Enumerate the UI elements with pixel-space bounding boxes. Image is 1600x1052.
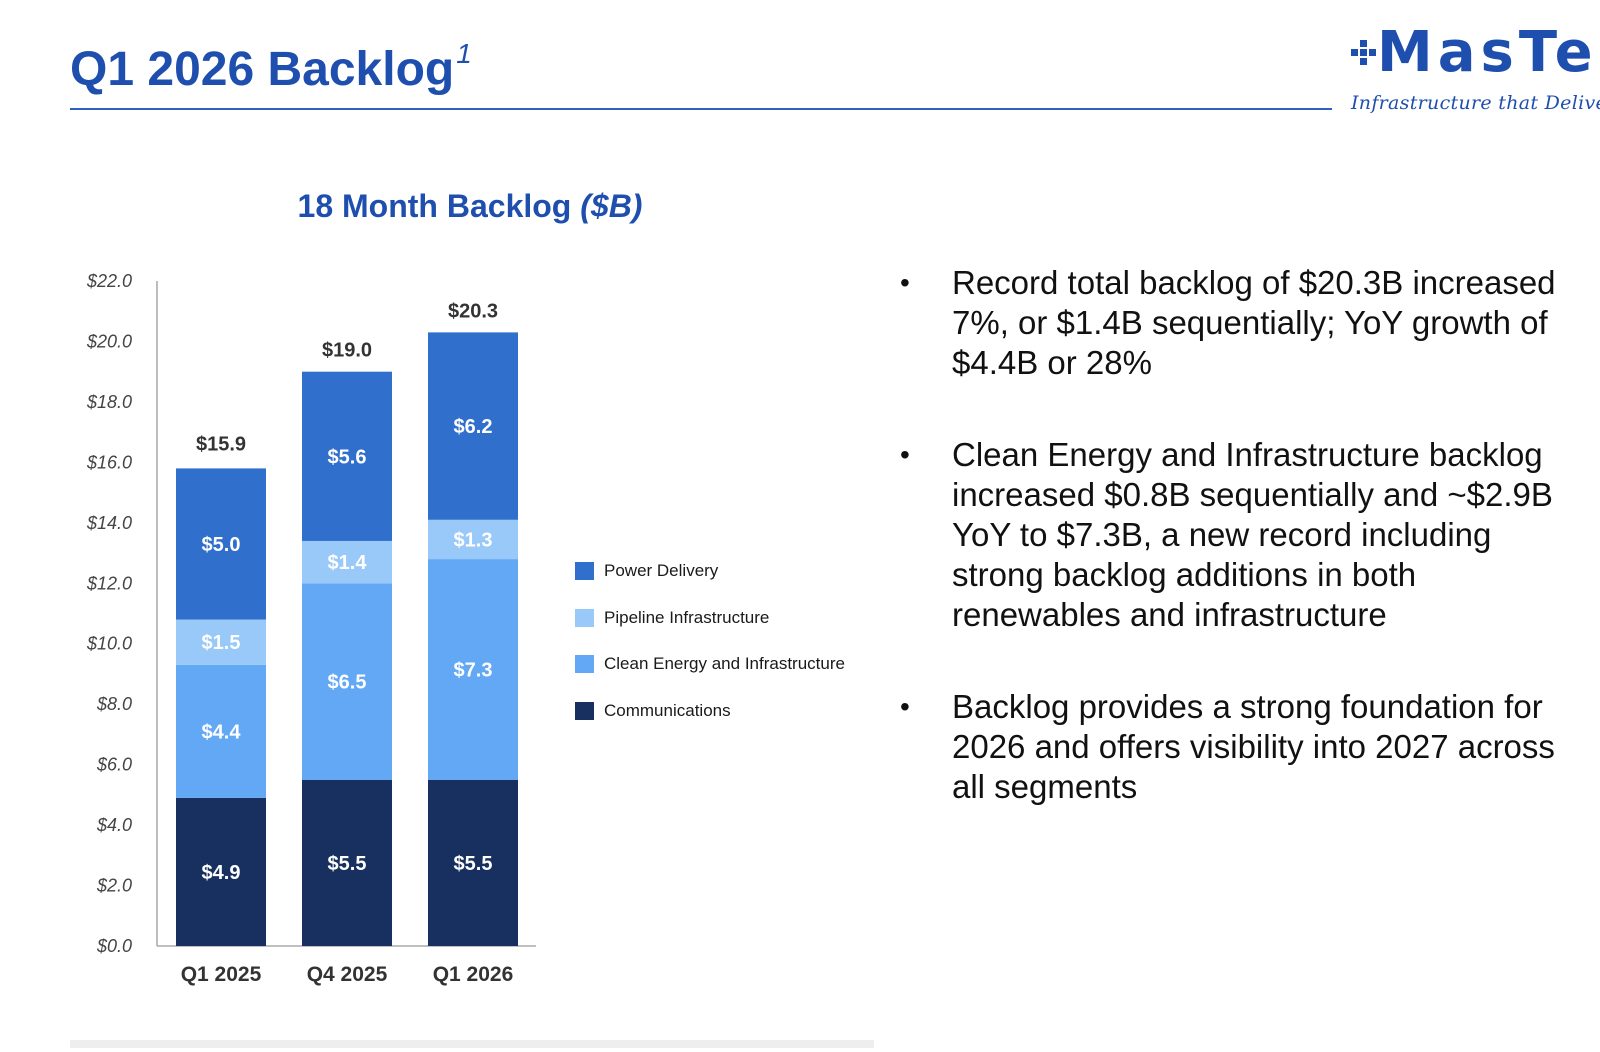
bar-segment xyxy=(302,779,392,946)
bar-segment xyxy=(428,779,518,946)
bar-total-label: $15.9 xyxy=(196,433,246,455)
bar-data-label: $5.6 xyxy=(328,446,367,468)
y-tick-label: $16.0 xyxy=(86,452,132,472)
y-tick-label: $14.0 xyxy=(86,513,132,533)
bar-data-label: $1.3 xyxy=(454,529,493,551)
y-tick-label: $18.0 xyxy=(86,392,132,412)
page-title-text: Q1 2026 Backlog xyxy=(70,43,455,96)
bar-segment xyxy=(302,540,392,584)
logo-wordmark: MasTec xyxy=(1377,20,1600,85)
bar-segment xyxy=(176,664,266,798)
x-tick-label: Q1 2026 xyxy=(433,963,514,986)
company-logo: MasTec Infrastructure that Delivers xyxy=(1345,20,1600,120)
legend-label: Communications xyxy=(604,700,731,720)
footer-bar xyxy=(70,1040,874,1048)
bar-segment xyxy=(176,797,266,946)
bar-segment xyxy=(176,619,266,665)
bar-segment xyxy=(428,559,518,780)
checker-grid-icon xyxy=(1351,40,1377,66)
title-divider xyxy=(70,108,1332,110)
bar-data-label: $4.4 xyxy=(202,721,242,743)
bar-data-label: $5.5 xyxy=(328,853,367,875)
x-tick-label: Q1 2025 xyxy=(181,963,262,986)
bar-data-label: $1.5 xyxy=(202,632,241,654)
chart-title: 18 Month Backlog ($B) xyxy=(140,188,800,225)
y-tick-label: $10.0 xyxy=(86,634,132,654)
legend-label: Power Delivery xyxy=(604,561,719,580)
y-tick-label: $4.0 xyxy=(96,815,132,835)
legend-swatch xyxy=(575,655,594,673)
bar-data-label: $5.0 xyxy=(202,534,241,556)
logo-tagline: Infrastructure that Delivers xyxy=(1351,92,1600,114)
bar-data-label: $6.5 xyxy=(328,672,367,694)
bar-total-label: $20.3 xyxy=(448,300,498,322)
legend-swatch xyxy=(575,701,594,720)
y-tick-label: $22.0 xyxy=(86,271,132,291)
bar-segment xyxy=(428,332,518,520)
y-tick-label: $0.0 xyxy=(96,936,132,956)
y-tick-label: $12.0 xyxy=(86,573,132,593)
bar-segment xyxy=(428,519,518,560)
x-tick-label: Q4 2025 xyxy=(307,963,388,986)
y-tick-label: $20.0 xyxy=(86,331,132,351)
bar-segment xyxy=(302,583,392,780)
legend-label: Pipeline Infrastructure xyxy=(604,607,770,627)
legend-swatch xyxy=(575,562,594,580)
bar-data-label: $6.2 xyxy=(454,416,493,438)
key-point-clean-energy: Clean Energy and Infrastructure backlog … xyxy=(900,435,1560,635)
key-points-list: Record total backlog of $20.3B increased… xyxy=(900,263,1560,859)
legend-swatch xyxy=(575,608,594,627)
legend-label: Clean Energy and Infrastructure xyxy=(604,654,845,673)
bar-segment xyxy=(176,468,266,620)
bar-data-label: $5.5 xyxy=(454,853,493,875)
bar-data-label: $4.9 xyxy=(202,862,241,884)
y-tick-label: $8.0 xyxy=(96,694,132,714)
backlog-stacked-bar-chart: $0.0 $2.0 $4.0 $6.0 $8.0 $10.0 $12.0 $14.0 $16.0… xyxy=(86,271,536,986)
y-tick-label: $6.0 xyxy=(96,755,132,775)
y-tick-label: $2.0 xyxy=(96,876,132,896)
chart-title-unit: ($B) xyxy=(580,188,643,224)
chart-title-main: 18 Month Backlog xyxy=(297,188,572,224)
title-footnote-marker: 1 xyxy=(456,38,472,69)
page-title: Q1 2026 Backlog1 xyxy=(70,38,472,97)
key-point-foundation: Backlog provides a strong foundation for… xyxy=(900,687,1560,807)
key-point-total-backlog: Record total backlog of $20.3B increased… xyxy=(900,263,1560,383)
bar-data-label: $1.4 xyxy=(328,552,368,574)
bar-data-label: $7.3 xyxy=(454,659,493,681)
bar-segment xyxy=(302,371,392,541)
bar-total-label: $19.0 xyxy=(322,340,372,362)
